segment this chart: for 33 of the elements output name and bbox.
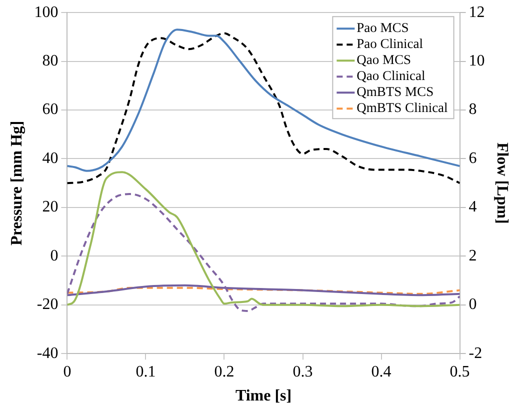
y2-tick-label: 4 xyxy=(468,198,477,216)
y2-axis-title: Flow [Lpm] xyxy=(493,142,510,224)
x-tick-label: 0.1 xyxy=(136,363,156,380)
line-series xyxy=(67,284,460,296)
y2-tick-label: 0 xyxy=(468,296,477,314)
y-tick-label: 0 xyxy=(50,247,58,264)
y2-tick-label: 12 xyxy=(468,4,485,21)
y2-tick-label: 2 xyxy=(468,247,477,264)
y-tick-label: 40 xyxy=(42,150,58,167)
y-axis-title: Pressure [mm Hg] xyxy=(8,120,26,246)
x-tick-label: 0.4 xyxy=(371,363,392,380)
legend-label: Pao MCS xyxy=(356,20,409,36)
y-tick-label: -20 xyxy=(36,296,58,314)
y2-tick-label: 10 xyxy=(468,52,485,70)
x-tick-label: 0.3 xyxy=(292,363,313,380)
legend-label: Pao Clinical xyxy=(356,36,424,52)
x-axis-title: Time [s] xyxy=(235,388,292,405)
y2-tick-label: -2 xyxy=(468,344,482,362)
y-tick-label: -40 xyxy=(36,344,58,362)
line-series xyxy=(67,286,460,295)
legend-label: QmBTS MCS xyxy=(356,84,434,100)
y2-tick-label: 6 xyxy=(468,150,477,167)
y-tick-label: 80 xyxy=(42,52,58,70)
x-tick-label: 0 xyxy=(63,363,72,380)
x-tick-label: 0.5 xyxy=(450,363,470,380)
x-tick-label: 0.2 xyxy=(214,363,234,380)
legend-label: QmBTS Clinical xyxy=(356,100,448,116)
legend-label: Qao Clinical xyxy=(356,68,426,84)
legend-label: Qao MCS xyxy=(356,52,412,68)
y2-tick-label: 8 xyxy=(468,101,477,118)
y-tick-label: 20 xyxy=(42,198,58,216)
y-tick-label: 60 xyxy=(42,101,58,118)
y-tick-label: 100 xyxy=(34,4,58,21)
